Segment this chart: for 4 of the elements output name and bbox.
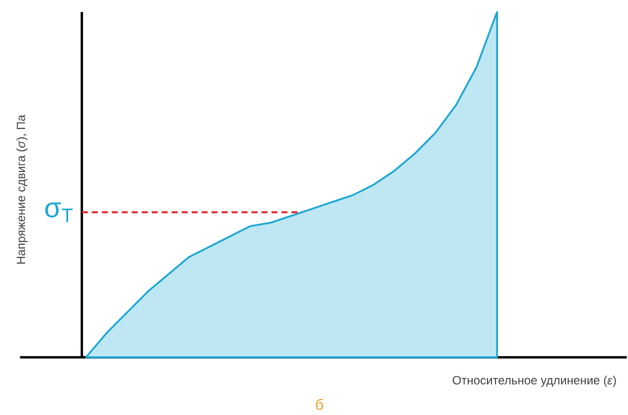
text: б [316,398,324,410]
ref-line-label: σ$_{T}$ [45,202,73,222]
x-axis-title: Относительное удлинение (ε) [452,376,616,387]
y-axis-title: Напряжение сдвига (σ), Па [16,114,28,264]
